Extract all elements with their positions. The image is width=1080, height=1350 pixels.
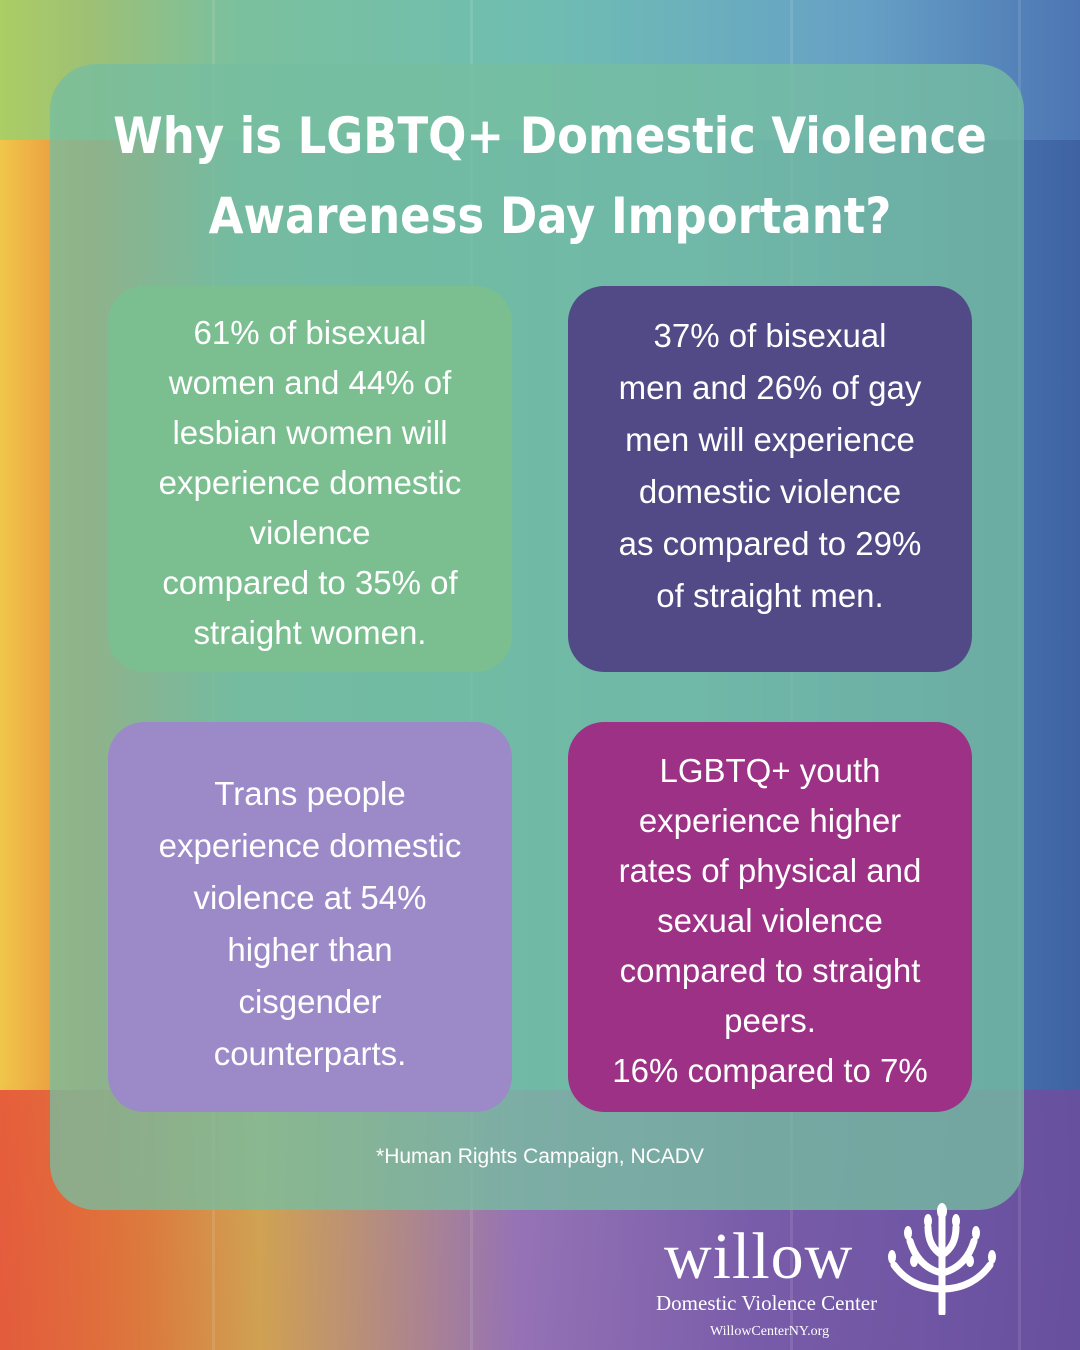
stat-card-trans-people: Trans people experience domestic violenc…: [108, 722, 512, 1112]
card-text-line: straight women.: [193, 614, 427, 651]
willow-tree-icon: [888, 1203, 996, 1315]
card-text-line: experience domestic: [158, 827, 462, 864]
card-text-line: men will experience: [625, 421, 915, 458]
card-text-line: compared to straight: [619, 952, 921, 989]
title-line: Awareness Day Important?: [208, 187, 892, 245]
stat-card-bisexual-gay-men: 37% of bisexual men and 26% of gay men w…: [568, 286, 972, 672]
stat-card-bisexual-lesbian-women: 61% of bisexual women and 44% of lesbian…: [108, 286, 512, 672]
card-text-line: experience higher: [638, 802, 902, 839]
card-text-line: sexual violence: [657, 902, 883, 939]
card-text-line: as compared to 29%: [618, 525, 922, 562]
card-text-line: LGBTQ+ youth: [659, 752, 881, 789]
logo-subtitle: Domestic Violence Center: [656, 1291, 878, 1315]
card-text-line: compared to 35% of: [162, 564, 458, 601]
card-text-line: women and 44% of: [168, 364, 452, 401]
card-text-line: 16% compared to 7%: [612, 1052, 928, 1089]
stat-card-lgbtq-youth: LGBTQ+ youth experience higher rates of …: [568, 722, 972, 1112]
card-text-line: higher than: [227, 931, 393, 968]
card-text-line: rates of physical and: [618, 852, 922, 889]
card-text-line: men and 26% of gay: [618, 369, 922, 406]
card-text-line: 37% of bisexual: [653, 317, 887, 354]
logo-url: WillowCenterNY.org: [710, 1324, 830, 1339]
logo-wordmark: willow: [664, 1220, 854, 1293]
title-line: Why is LGBTQ+ Domestic Violence: [113, 107, 987, 165]
card-text-line: experience domestic: [158, 464, 462, 501]
card-text-line: cisgender: [238, 983, 382, 1020]
page-title: Why is LGBTQ+ Domestic Violence Awarenes…: [60, 96, 1040, 256]
card-text-line: violence: [249, 514, 371, 551]
card-text-line: of straight men.: [656, 577, 884, 614]
card-text-line: counterparts.: [213, 1035, 407, 1072]
card-text-line: lesbian women will: [172, 414, 448, 451]
card-text-line: Trans people: [214, 775, 406, 812]
card-text-line: domestic violence: [638, 473, 902, 510]
card-text-line: violence at 54%: [193, 879, 427, 916]
card-text-line: 61% of bisexual: [193, 314, 427, 351]
card-text-line: peers.: [724, 1002, 816, 1039]
source-citation: *Human Rights Campaign, NCADV: [376, 1145, 704, 1168]
